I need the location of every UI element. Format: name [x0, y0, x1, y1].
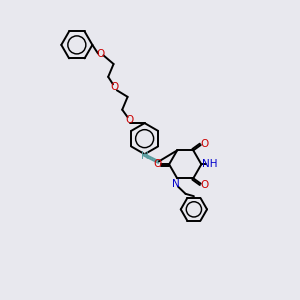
Text: O: O [153, 159, 161, 169]
Text: O: O [97, 50, 105, 59]
Text: N: N [172, 179, 180, 189]
Text: O: O [200, 139, 208, 149]
Text: O: O [125, 115, 133, 125]
Text: H: H [141, 151, 149, 161]
Text: O: O [111, 82, 119, 92]
Text: NH: NH [202, 159, 218, 169]
Text: O: O [200, 180, 208, 190]
